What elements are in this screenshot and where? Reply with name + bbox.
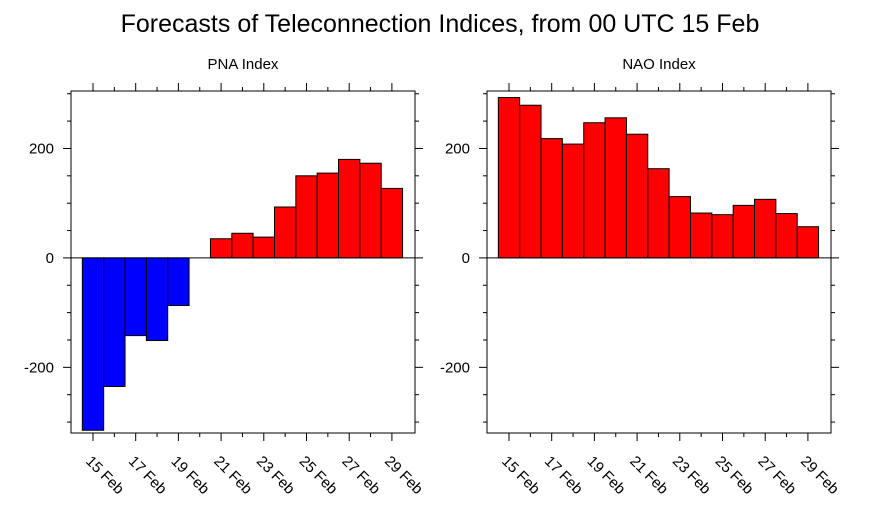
bar-26-feb: [732, 204, 756, 259]
bar-24-feb: [273, 206, 297, 259]
x-tick-label: 25 Feb: [296, 453, 341, 498]
bar-18-feb: [145, 257, 169, 342]
x-tick-label: 19 Feb: [584, 453, 629, 498]
bar-19-feb: [167, 257, 190, 307]
x-tick-label: 23 Feb: [669, 453, 714, 498]
bar-19-feb: [583, 122, 606, 259]
bar-15-feb: [497, 97, 521, 259]
bar-28-feb: [775, 213, 798, 259]
bar-22-feb: [231, 232, 254, 259]
bar-21-feb: [209, 238, 233, 259]
bar-25-feb: [295, 175, 318, 259]
y-tick-label: 200: [29, 140, 54, 157]
bar-17-feb: [124, 257, 147, 337]
y-tick-label: -200: [24, 359, 54, 376]
x-tick-label: 19 Feb: [168, 453, 213, 498]
y-tick-label: 200: [445, 140, 470, 157]
x-tick-label: 17 Feb: [125, 453, 170, 498]
x-tick-label: 27 Feb: [338, 453, 383, 498]
bar-24-feb: [689, 212, 713, 259]
y-tick-label: -200: [440, 359, 470, 376]
panel-title: PNA Index: [208, 56, 279, 73]
x-tick-label: 21 Feb: [626, 453, 671, 498]
bar-18-feb: [561, 143, 585, 259]
x-tick-label: 23 Feb: [253, 453, 298, 498]
bar-22-feb: [647, 168, 670, 259]
x-tick-label: 21 Feb: [210, 453, 255, 498]
y-tick-label: 0: [46, 250, 54, 267]
bar-23-feb: [668, 196, 691, 259]
plot-frame: [486, 90, 832, 434]
x-tick-label: 25 Feb: [712, 453, 757, 498]
bar-16-feb: [519, 104, 542, 259]
x-tick-label: 15 Feb: [498, 453, 543, 498]
x-tick-label: 29 Feb: [381, 453, 426, 498]
x-tick-label: 29 Feb: [797, 453, 842, 498]
bar-29-feb: [796, 226, 820, 259]
plot-frame: [70, 90, 416, 434]
bar-23-feb: [252, 236, 275, 259]
x-tick-label: 17 Feb: [541, 453, 586, 498]
y-tick-label: 0: [462, 250, 470, 267]
bar-27-feb: [338, 158, 361, 259]
x-tick-label: 27 Feb: [754, 453, 799, 498]
bar-27-feb: [754, 198, 777, 259]
panel-title: NAO Index: [622, 56, 696, 73]
bar-16-feb: [103, 257, 126, 387]
bar-21-feb: [625, 133, 649, 259]
bar-28-feb: [359, 162, 382, 259]
bar-20-feb: [604, 117, 627, 259]
bar-26-feb: [316, 172, 340, 259]
bar-25-feb: [711, 214, 734, 259]
bar-29-feb: [380, 187, 404, 259]
bar-17-feb: [540, 138, 563, 259]
bar-15-feb: [81, 257, 105, 431]
chart-main-title: Forecasts of Teleconnection Indices, fro…: [120, 10, 760, 38]
x-tick-label: 15 Feb: [82, 453, 127, 498]
